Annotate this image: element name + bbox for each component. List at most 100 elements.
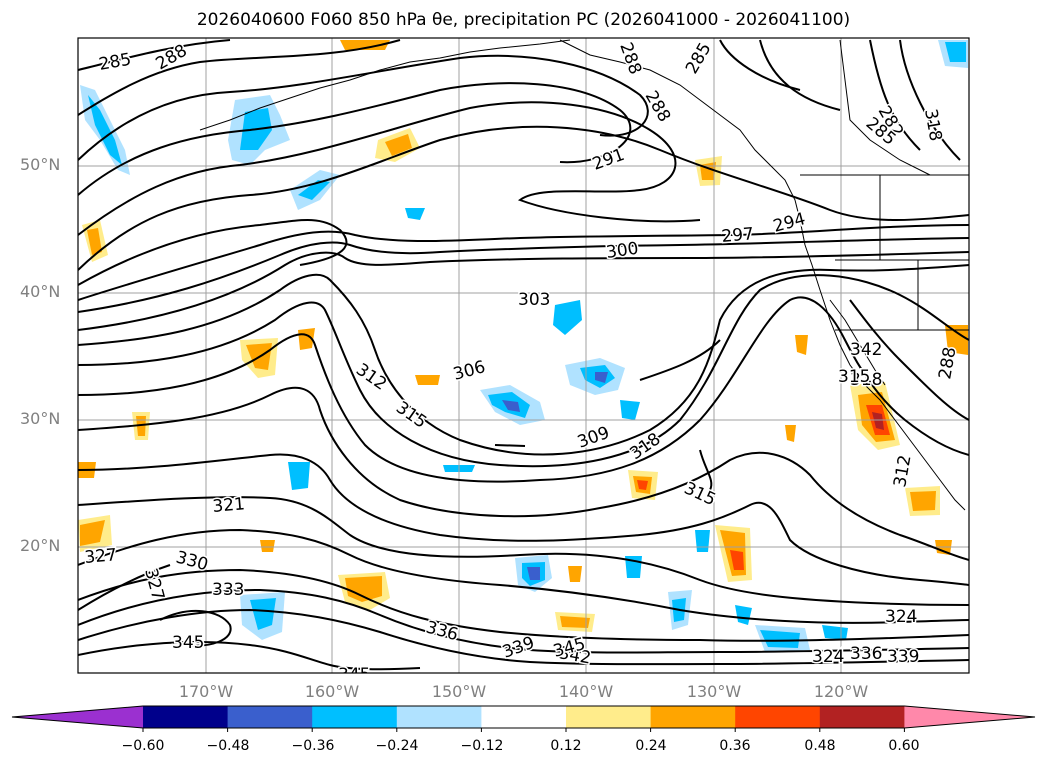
precip-patch [385,134,412,156]
contour-label: 312 [352,360,390,395]
lon-label-170w: 170°W [178,682,234,701]
contour-label: 336 [850,644,882,664]
contour-label: 336 [424,618,461,646]
colorbar-tick-label: 0.24 [635,738,667,754]
contour-label: 309 [575,423,612,453]
colorbar-segment [735,706,821,728]
theta-e-contours [78,39,969,671]
precip-patch [502,400,520,412]
precip-patch [260,540,275,552]
plot-frame [77,37,970,674]
precip-patch [760,630,800,648]
contour-label: 327 [140,566,168,603]
precip-patch [88,95,122,165]
colorbar-tick-label: 0.36 [719,738,751,754]
precip-patch [250,598,276,630]
colorbar-tick-label: −0.36 [291,738,335,754]
precip-patch [136,416,146,436]
colorbar-tick-label: 0.12 [550,738,582,754]
contour-label: 312 [890,453,915,488]
precip-patch [910,491,936,511]
contour-label: 300 [605,239,640,263]
contour-label: 339 [887,647,919,667]
precip-patch [637,480,648,490]
contour-label: 339 [500,633,537,663]
colorbar-tick-label: 0.48 [804,738,836,754]
contour-label: 333 [212,580,244,600]
colorbar-extend-min [12,706,143,728]
colorbar-tick-label: 0.60 [888,738,920,754]
colorbar-segment [481,706,567,728]
lon-label-140w: 140°W [558,682,614,701]
precip-patch [87,228,102,255]
colorbar-segment [143,706,229,728]
precip-patch [340,40,390,50]
contour-label: 315 [838,367,870,387]
precip-patch [595,372,608,383]
contour-label: 285 [682,39,716,77]
precip-patch [945,325,968,355]
contour-label: 324 [885,607,917,627]
precip-patch [785,425,796,442]
precip-patch [620,400,640,420]
contour-label: 324 [812,647,844,667]
contour-label: 291 [590,145,627,175]
precip-patch [695,530,710,552]
contour-label: 315 [392,398,430,433]
contour-labels: 285 288 288 2852882912942973003033063093123… [82,38,962,685]
precip-patch [735,605,752,625]
contour-label: 345 [338,665,370,685]
colorbar-tick-label: −0.60 [121,738,165,754]
contour-label: 345 [172,633,204,653]
precip-patch [405,208,425,220]
colorbar-segment [227,706,313,728]
contour-label: 288 [615,40,645,77]
contour-label: 318 [850,370,882,390]
lat-label-40n: 40°N [20,282,61,301]
contour-label: 297 [721,224,755,247]
colorbar-tick-label: −0.48 [206,738,250,754]
contour-label: 285 [97,50,132,75]
precip-patch [872,412,884,430]
lon-label-130w: 130°W [686,682,742,701]
colorbar-tick-label: −0.24 [375,738,419,754]
colorbar-segment [312,706,398,728]
precip-patch [730,550,744,570]
map-title: 2026040600 F060 850 hPa θe, precipitatio… [196,10,851,30]
precip-patch [298,180,330,200]
contour-label: 327 [84,545,118,568]
precip-patch [80,520,105,546]
precipitation-shading [78,40,968,652]
contour-label: 330 [174,548,211,576]
colorbar [11,705,1036,732]
contour-label: 315 [681,478,719,510]
colorbar-segment [566,706,652,728]
lon-label-150w: 150°W [431,682,487,701]
precip-patch [415,375,440,385]
precip-patch [288,462,310,490]
contour-label: 342 [850,340,882,360]
colorbar-extend-max [904,706,1035,728]
lat-label-30n: 30°N [20,409,61,428]
precip-patch [345,576,382,602]
precip-patch [945,42,966,62]
contour-label: 306 [451,357,488,385]
lat-label-50n: 50°N [20,155,61,174]
lon-label-120w: 120°W [813,682,869,701]
precip-patch [527,567,540,580]
contour-label: 288 [935,345,960,380]
precip-patch [560,616,590,628]
colorbar-segment [650,706,736,728]
lon-label-160w: 160°W [304,682,360,701]
colorbar-segment [819,706,905,728]
colorbar-segment [396,706,482,728]
lat-label-20n: 20°N [20,536,61,555]
coastlines [199,39,969,511]
precip-patch [822,625,848,640]
contour-label: 318 [920,107,945,142]
precip-patch [795,335,808,355]
precip-patch [568,566,582,582]
contour-label: 321 [212,494,246,517]
contour-label: 303 [518,290,550,310]
